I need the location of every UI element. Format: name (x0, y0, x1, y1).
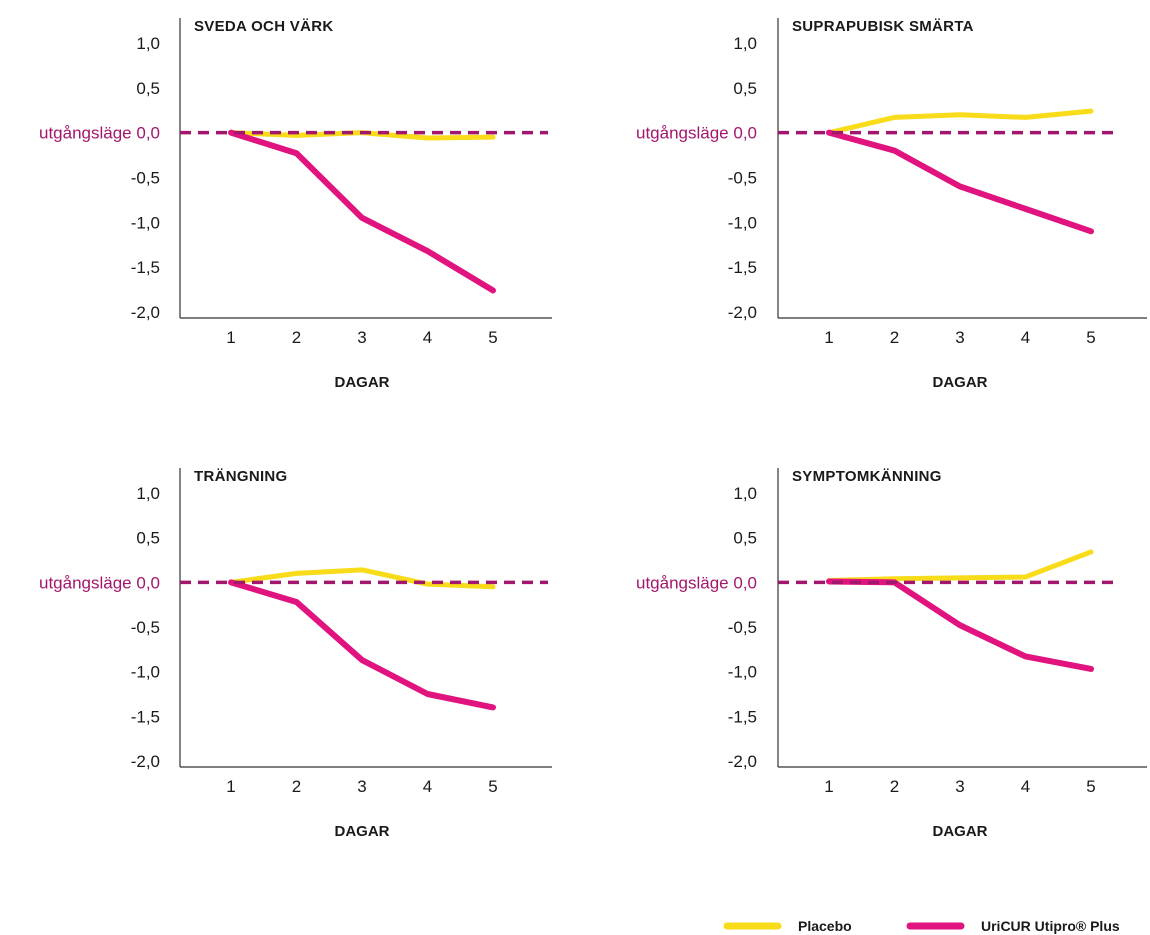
chart-panel-1: SVEDA OCH VÄRK 1,0 0,5 utgångsläge 0,0 -0,5 -… (39, 18, 552, 391)
x-axis-title: DAGAR (933, 823, 988, 840)
legend-item-placebo: Placebo (723, 918, 852, 934)
x-tick-label: 3 (955, 328, 964, 347)
y-tick-label: 0,5 (733, 529, 757, 548)
y-tick-label: 1,0 (136, 34, 160, 53)
y-tick-label: -1,5 (131, 258, 160, 277)
x-tick-label: 5 (488, 777, 497, 796)
series-line-uricur-utipro-plus (228, 129, 496, 294)
x-tick-label: 2 (890, 777, 899, 796)
series-line-uricur-utipro-plus (228, 579, 496, 711)
x-tick-label: 4 (423, 328, 432, 347)
panel-title: TRÄNGNING (194, 468, 288, 485)
y-tick-label: -1,0 (728, 663, 757, 682)
x-tick-label: 5 (488, 328, 497, 347)
panel-title: SUPRAPUBISK SMÄRTA (792, 18, 974, 35)
y-tick-label: -1,5 (728, 707, 757, 726)
panel-title: SYMPTOMKÄNNING (792, 468, 942, 485)
x-axis-title: DAGAR (933, 374, 988, 391)
baseline-label: utgångsläge 0,0 (39, 573, 160, 592)
y-tick-label: -2,0 (728, 752, 757, 771)
x-tick-label: 5 (1086, 777, 1095, 796)
y-tick-label: -0,5 (131, 618, 160, 637)
series-line-uricur-utipro-plus (826, 578, 1094, 672)
y-tick-label: 1,0 (733, 484, 757, 503)
x-tick-label: 1 (824, 777, 833, 796)
y-tick-label: -2,0 (728, 303, 757, 322)
x-tick-label: 4 (423, 777, 432, 796)
chart-panel-3: TRÄNGNING 1,0 0,5 utgångsläge 0,0 -0,5 -1,0 -1… (39, 468, 552, 840)
y-tick-label: 0,5 (136, 79, 160, 98)
y-tick-label: -0,5 (131, 169, 160, 188)
y-tick-label: -2,0 (131, 752, 160, 771)
series-line-placebo (826, 549, 1094, 584)
legend: Placebo UriCUR Utipro® Plus (723, 918, 1120, 934)
series-line-placebo (826, 108, 1094, 136)
x-axis-title: DAGAR (335, 374, 390, 391)
chart-panel-2: SUPRAPUBISK SMÄRTA 1,0 0,5 utgångsläge 0,0 -… (636, 18, 1147, 391)
y-tick-label: -1,0 (131, 213, 160, 232)
legend-label-placebo: Placebo (798, 918, 852, 934)
y-tick-label: 0,5 (136, 529, 160, 548)
baseline-label: utgångsläge 0,0 (636, 573, 757, 592)
x-tick-label: 1 (226, 777, 235, 796)
x-tick-label: 4 (1021, 328, 1030, 347)
legend-label-uricur: UriCUR Utipro® Plus (981, 918, 1120, 934)
x-tick-label: 1 (824, 328, 833, 347)
baseline-label: utgångsläge 0,0 (39, 124, 160, 143)
x-tick-label: 2 (292, 328, 301, 347)
x-tick-label: 4 (1021, 777, 1030, 796)
y-tick-label: -2,0 (131, 303, 160, 322)
chart-panel-4: SYMPTOMKÄNNING 1,0 0,5 utgångsläge 0,0 -0,5 -… (636, 468, 1147, 840)
x-tick-label: 3 (955, 777, 964, 796)
x-tick-label: 2 (890, 328, 899, 347)
x-tick-label: 5 (1086, 328, 1095, 347)
x-tick-label: 3 (357, 777, 366, 796)
x-axis-title: DAGAR (335, 823, 390, 840)
y-tick-label: -1,5 (131, 707, 160, 726)
x-tick-label: 1 (226, 328, 235, 347)
y-tick-label: -1,5 (728, 258, 757, 277)
baseline-label: utgångsläge 0,0 (636, 124, 757, 143)
legend-item-uricur: UriCUR Utipro® Plus (906, 918, 1120, 934)
x-tick-label: 2 (292, 777, 301, 796)
y-tick-label: 0,5 (733, 79, 757, 98)
panel-title: SVEDA OCH VÄRK (194, 18, 334, 35)
x-tick-label: 3 (357, 328, 366, 347)
y-tick-label: -0,5 (728, 169, 757, 188)
series-line-uricur-utipro-plus (826, 129, 1094, 235)
series-line-placebo (228, 567, 496, 590)
y-tick-label: 1,0 (733, 34, 757, 53)
y-tick-label: -1,0 (131, 663, 160, 682)
y-tick-label: -0,5 (728, 618, 757, 637)
y-tick-label: -1,0 (728, 213, 757, 232)
y-tick-label: 1,0 (136, 484, 160, 503)
